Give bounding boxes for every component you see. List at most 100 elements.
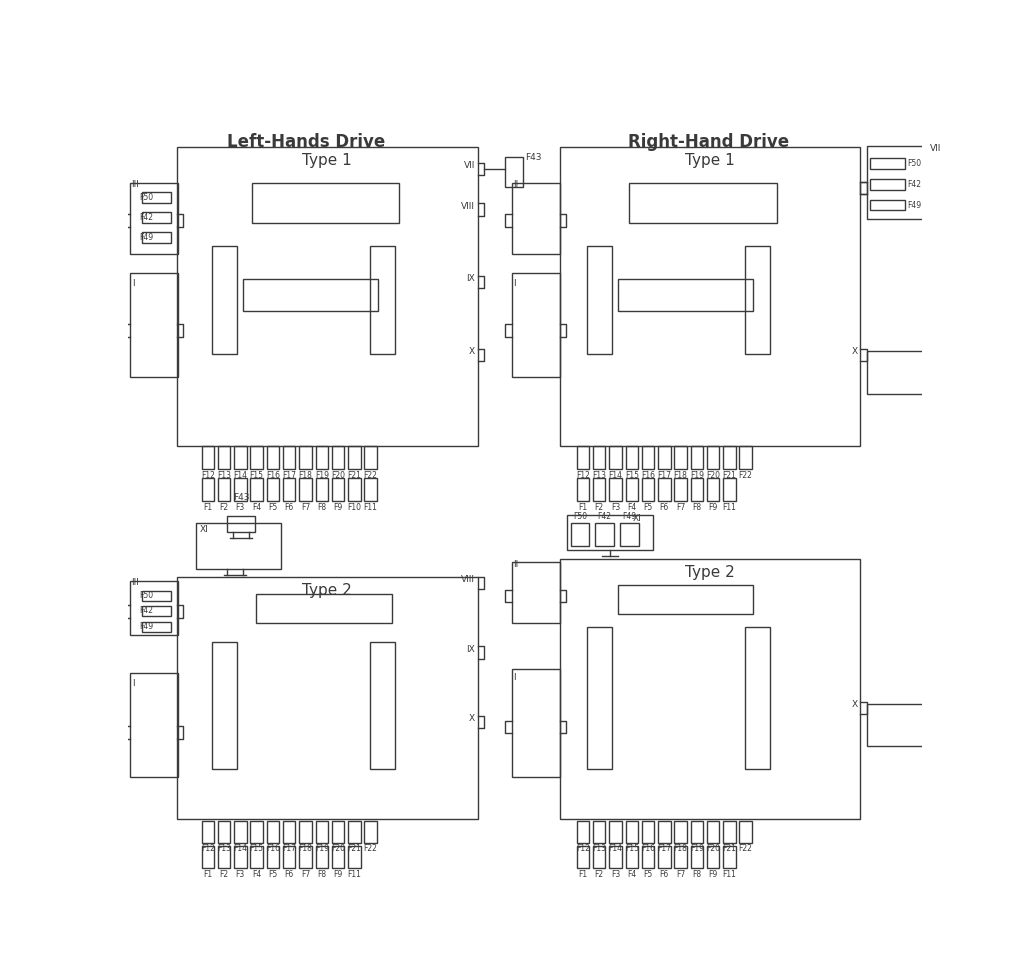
Bar <box>142 212 171 223</box>
Text: XI: XI <box>632 514 641 523</box>
Bar <box>744 246 770 354</box>
Text: VII: VII <box>930 145 941 153</box>
Bar <box>130 273 177 377</box>
Bar <box>365 479 377 501</box>
Bar <box>370 643 394 770</box>
Bar <box>251 446 263 469</box>
Bar <box>609 446 622 469</box>
Text: F9: F9 <box>709 503 718 512</box>
Text: Type 2: Type 2 <box>685 566 735 580</box>
Bar <box>567 515 652 550</box>
Text: F20: F20 <box>331 844 345 853</box>
Text: IX: IX <box>467 645 475 654</box>
Bar <box>315 446 328 469</box>
Text: F4: F4 <box>627 870 636 878</box>
Bar <box>642 479 654 501</box>
Bar <box>593 821 605 842</box>
Text: F50: F50 <box>572 512 587 522</box>
Bar <box>266 846 280 868</box>
Text: F3: F3 <box>236 870 245 878</box>
Text: F42: F42 <box>598 512 611 522</box>
Text: F15: F15 <box>250 471 263 480</box>
Bar <box>142 232 171 242</box>
Bar <box>348 846 360 868</box>
Bar <box>595 523 614 546</box>
Text: F42: F42 <box>139 213 153 222</box>
Text: F16: F16 <box>641 844 655 853</box>
Bar <box>707 846 719 868</box>
Bar <box>577 846 589 868</box>
Bar <box>142 621 171 631</box>
Text: F21: F21 <box>723 471 736 480</box>
Bar <box>512 562 560 623</box>
Text: F5: F5 <box>268 503 278 512</box>
Text: F1: F1 <box>579 870 588 878</box>
Text: F5: F5 <box>643 503 652 512</box>
Text: F1: F1 <box>203 503 212 512</box>
Text: F1: F1 <box>579 503 588 512</box>
Bar <box>690 479 703 501</box>
Bar <box>142 191 171 202</box>
Bar <box>299 846 311 868</box>
Bar <box>130 183 177 253</box>
Text: I: I <box>513 673 516 682</box>
Bar <box>621 523 639 546</box>
Bar <box>658 846 671 868</box>
Bar <box>283 446 295 469</box>
Bar <box>690 821 703 842</box>
Bar <box>869 179 904 190</box>
Text: F50: F50 <box>907 159 921 168</box>
Bar <box>177 148 477 446</box>
Bar <box>251 846 263 868</box>
Text: X: X <box>469 714 475 723</box>
Text: I: I <box>132 679 134 688</box>
Bar <box>577 821 589 842</box>
Bar <box>869 199 904 210</box>
Text: F2: F2 <box>219 870 228 878</box>
Text: XI: XI <box>200 525 208 533</box>
Text: F20: F20 <box>707 471 720 480</box>
Bar <box>218 846 230 868</box>
Bar <box>593 846 605 868</box>
Bar <box>234 446 247 469</box>
Bar <box>348 821 360 842</box>
Text: F5: F5 <box>268 870 278 878</box>
Text: F14: F14 <box>608 471 623 480</box>
Bar <box>570 523 589 546</box>
Text: VIII: VIII <box>461 575 475 584</box>
Bar <box>739 446 752 469</box>
Text: F11: F11 <box>364 503 378 512</box>
Text: F13: F13 <box>592 844 606 853</box>
Bar <box>658 479 671 501</box>
Text: Type 2: Type 2 <box>302 583 352 598</box>
Text: F7: F7 <box>676 870 685 878</box>
Bar <box>142 606 171 616</box>
Text: F12: F12 <box>575 471 590 480</box>
Text: F6: F6 <box>285 870 294 878</box>
Bar <box>609 479 622 501</box>
Text: F18: F18 <box>299 844 312 853</box>
Bar <box>675 846 687 868</box>
Text: III: III <box>131 181 139 190</box>
Text: F19: F19 <box>314 844 329 853</box>
Text: X: X <box>852 701 858 709</box>
Text: F21: F21 <box>347 844 361 853</box>
Text: F43: F43 <box>232 493 250 502</box>
Bar <box>299 479 311 501</box>
Bar <box>365 446 377 469</box>
Text: F19: F19 <box>314 471 329 480</box>
Text: Type 1: Type 1 <box>685 153 735 168</box>
Bar <box>218 446 230 469</box>
Bar <box>212 246 237 354</box>
Bar <box>707 821 719 842</box>
Text: F9: F9 <box>334 503 343 512</box>
Text: F2: F2 <box>595 503 604 512</box>
Bar <box>332 846 344 868</box>
Text: F15: F15 <box>625 471 639 480</box>
Text: F50: F50 <box>139 192 153 202</box>
Bar <box>642 821 654 842</box>
Text: F3: F3 <box>236 503 245 512</box>
Text: F8: F8 <box>692 503 701 512</box>
Text: F14: F14 <box>233 471 248 480</box>
Text: X: X <box>469 348 475 357</box>
